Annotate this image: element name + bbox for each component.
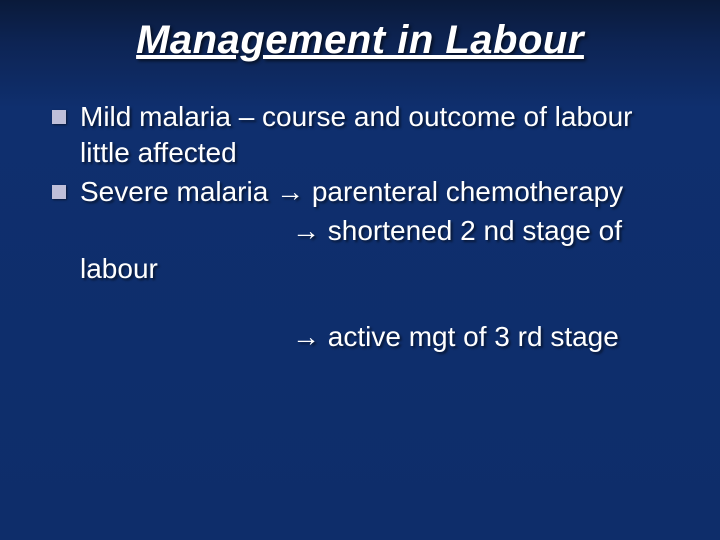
slide-title: Management in Labour [40, 18, 680, 63]
bullet-text: Severe malaria → parenteral chemotherapy [80, 174, 623, 210]
slide-container: Management in Labour Mild malaria – cour… [0, 0, 720, 540]
square-bullet-icon [52, 110, 66, 124]
slide-body: Mild malaria – course and outcome of lab… [40, 99, 680, 356]
square-bullet-icon [52, 185, 66, 199]
continuation-line: → shortened 2 nd stage of [52, 212, 680, 250]
standalone-line: → active mgt of 3 rd stage [52, 318, 680, 356]
bullet-text: Mild malaria – course and outcome of lab… [80, 99, 680, 172]
bullet-item: Mild malaria – course and outcome of lab… [52, 99, 680, 172]
bullet-item: Severe malaria → parenteral chemotherapy [52, 174, 680, 210]
continuation-line: labour [52, 250, 680, 288]
